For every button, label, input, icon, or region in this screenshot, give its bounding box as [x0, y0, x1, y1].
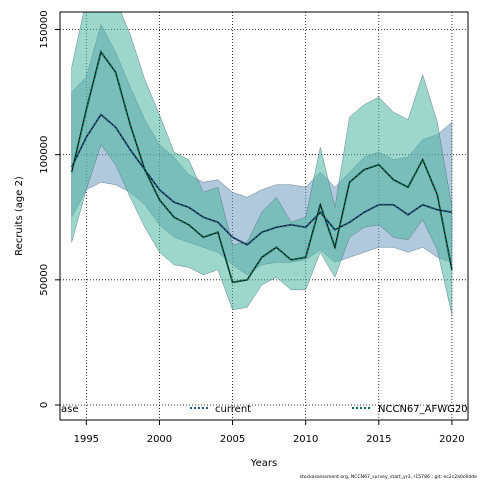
band-1	[71, 12, 453, 315]
x-tick-label-2015: 2015	[366, 434, 391, 445]
y-tick-label-150000: 150000	[39, 10, 50, 48]
legend: ase current NCCN67_AFWG20	[61, 404, 468, 415]
x-tick-label-1995: 1995	[74, 434, 99, 445]
footnote: stockassessment.org, NCCN67_survey_start…	[300, 474, 478, 480]
y-tick-label-50000: 50000	[39, 264, 50, 296]
legend-label-nccn67: NCCN67_AFWG20	[378, 404, 468, 415]
x-axis-label: Years	[250, 458, 277, 469]
series-lines	[70, 49, 453, 284]
legend-label-ase: ase	[61, 404, 79, 415]
series-line-overlay-1	[71, 50, 453, 284]
legend-label-current: current	[215, 404, 251, 415]
y-tick-label-100000: 100000	[39, 136, 50, 174]
plot-frame	[59, 11, 469, 421]
series-line-0	[70, 113, 453, 246]
x-tick-label-2000: 2000	[147, 434, 172, 445]
x-tick-label-2005: 2005	[220, 434, 245, 445]
x-tick-label-2020: 2020	[439, 434, 464, 445]
x-axis: 1995 2000 2005 2010 2015 2020	[74, 420, 465, 445]
x-tick-label-2010: 2010	[293, 434, 318, 445]
series-line-1	[70, 49, 453, 284]
confidence-bands	[71, 12, 453, 315]
y-axis: 0 50000 100000 150000	[39, 10, 60, 408]
y-axis-label: Recruits (age 2)	[14, 176, 25, 256]
y-tick-label-0: 0	[39, 402, 50, 408]
